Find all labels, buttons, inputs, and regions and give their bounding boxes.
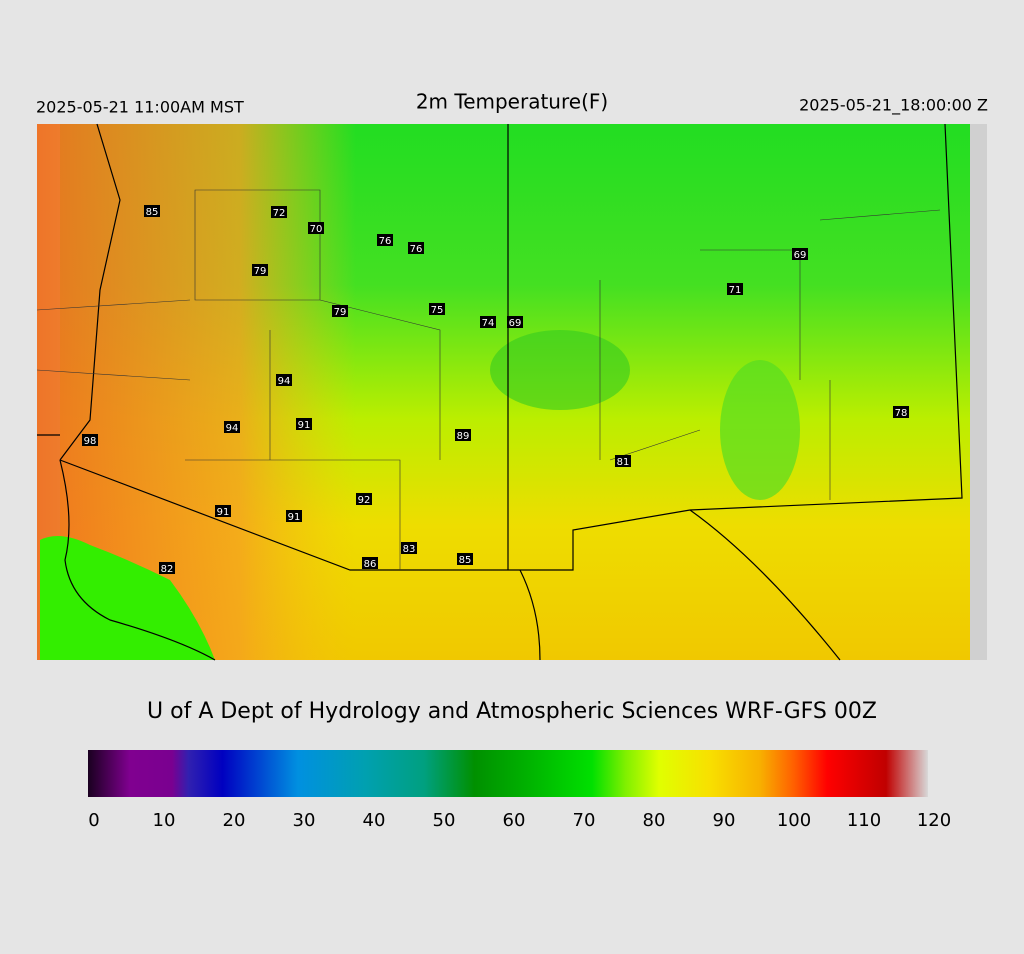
- colorbar-tick-label: 30: [293, 810, 316, 831]
- station-box: [144, 205, 160, 217]
- station-value: 76: [410, 244, 423, 255]
- station-box: [286, 510, 302, 522]
- colorbar-tick-label: 40: [363, 810, 386, 831]
- station-box: [215, 505, 231, 517]
- station-value: 71: [729, 285, 742, 296]
- station-box: [429, 303, 445, 315]
- station-box: [408, 242, 424, 254]
- cool-region: [720, 360, 800, 500]
- station-value: 76: [379, 236, 392, 247]
- station-box: [457, 553, 473, 565]
- colorbar-tick-label: 0: [88, 810, 99, 831]
- station-value: 78: [895, 408, 908, 419]
- station-value: 92: [358, 495, 371, 506]
- station-value: 75: [431, 305, 444, 316]
- colorbar-tick-label: 110: [847, 810, 881, 831]
- station-value: 91: [298, 420, 311, 431]
- map: 85 72 70 76 76 79 79 75 74 69 71 69 94 94 91 89 98 81 78 92…: [36, 123, 987, 661]
- colorbar: [88, 750, 928, 797]
- station-box: [792, 248, 808, 260]
- station-box: [615, 455, 631, 467]
- station-box: [455, 429, 471, 441]
- station-box: [480, 316, 496, 328]
- station-value: 94: [226, 423, 239, 434]
- station-value: 98: [84, 436, 97, 447]
- station-box: [377, 234, 393, 246]
- colorbar-tick-label: 70: [573, 810, 596, 831]
- map-title: 2m Temperature(F): [416, 90, 608, 114]
- station-box: [332, 305, 348, 317]
- station-value: 83: [403, 544, 416, 555]
- cool-coast: [40, 536, 215, 660]
- station-box: [308, 222, 324, 234]
- station-box: [727, 283, 743, 295]
- station-value: 79: [334, 307, 347, 318]
- station-box: [224, 421, 240, 433]
- station-value: 69: [794, 250, 807, 261]
- colorbar-tick-label: 120: [917, 810, 951, 831]
- colorbar-tick-label: 90: [713, 810, 736, 831]
- station-box: [893, 406, 909, 418]
- station-value: 91: [288, 512, 301, 523]
- station-value: 91: [217, 507, 230, 518]
- colorbar-tick-label: 100: [777, 810, 811, 831]
- station-value: 86: [364, 559, 377, 570]
- station-value: 69: [509, 318, 522, 329]
- station-box: [362, 557, 378, 569]
- colorbar-tick-label: 80: [643, 810, 666, 831]
- county-lines: [36, 189, 941, 570]
- station-value: 94: [278, 376, 291, 387]
- station-value: 89: [457, 431, 470, 442]
- cool-region: [490, 330, 630, 410]
- station-box: [507, 316, 523, 328]
- colorbar-ticks: 0 10 20 30 40 50 60 70 80 90 100 110 120: [88, 810, 951, 831]
- valid-time-local: 2025-05-21 11:00AM MST: [36, 98, 244, 117]
- colorbar-tick-label: 10: [153, 810, 176, 831]
- station-value: 81: [617, 457, 630, 468]
- station-box: [401, 542, 417, 554]
- station-value: 72: [273, 208, 286, 219]
- station-box: [159, 562, 175, 574]
- colorbar-tick-label: 20: [223, 810, 246, 831]
- station-value: 82: [161, 564, 174, 575]
- credit: U of A Dept of Hydrology and Atmospheric…: [147, 699, 877, 724]
- station-value: 85: [146, 207, 159, 218]
- station-value: 85: [459, 555, 472, 566]
- station-value: 74: [482, 318, 495, 329]
- colorbar-tick-label: 50: [433, 810, 456, 831]
- station-value: 70: [310, 224, 323, 235]
- valid-time-utc: 2025-05-21_18:00:00 Z: [799, 96, 988, 116]
- colorbar-tick-label: 60: [503, 810, 526, 831]
- borders: [37, 123, 963, 661]
- station-box: [276, 374, 292, 386]
- station-box: [252, 264, 268, 276]
- station-box: [356, 493, 372, 505]
- station-box: [271, 206, 287, 218]
- station-box: [82, 434, 98, 446]
- station-value: 79: [254, 266, 267, 277]
- station-labels: 85 72 70 76 76 79 79 75 74 69 71 69 94 94 91 89 98 81 78 92…: [82, 205, 909, 575]
- station-box: [296, 418, 312, 430]
